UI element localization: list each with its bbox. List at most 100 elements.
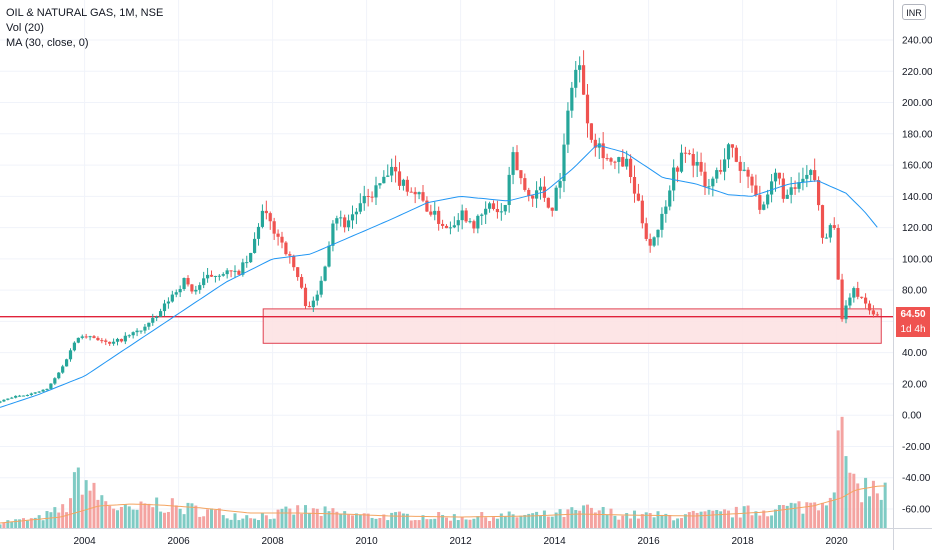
volume-bar bbox=[229, 519, 233, 528]
candle-body bbox=[444, 225, 449, 229]
volume-bar bbox=[104, 501, 108, 528]
volume-bar bbox=[738, 517, 742, 528]
candle-body bbox=[734, 147, 738, 162]
volume-bar bbox=[531, 513, 535, 528]
y-tick-label: 180.00 bbox=[902, 129, 932, 140]
candle-body bbox=[511, 152, 515, 175]
candle-body bbox=[147, 322, 151, 327]
chart-legend: OIL & NATURAL GAS, 1M, NSE Vol (20) MA (… bbox=[6, 6, 163, 51]
volume-bar bbox=[374, 518, 378, 528]
volume-bar bbox=[860, 502, 864, 528]
volume-bar bbox=[832, 492, 836, 528]
volume-bar bbox=[163, 512, 166, 528]
candle-body bbox=[527, 189, 531, 196]
candle-body bbox=[719, 170, 723, 172]
candle-body bbox=[797, 182, 801, 189]
candle-body bbox=[57, 372, 61, 379]
candle-body bbox=[805, 174, 809, 179]
candle-body bbox=[174, 292, 178, 295]
volume-bar bbox=[617, 519, 621, 528]
volume-bar bbox=[758, 515, 762, 528]
y-tick-label: 120.00 bbox=[902, 223, 932, 234]
candle-body bbox=[554, 187, 558, 211]
volume-bar bbox=[178, 508, 182, 528]
candle-body bbox=[715, 170, 719, 179]
candle-body bbox=[29, 393, 33, 395]
candle-body bbox=[456, 220, 460, 226]
legend-volume[interactable]: Vol (20) bbox=[6, 22, 44, 34]
volume-bar bbox=[821, 502, 824, 528]
candle-body bbox=[480, 214, 484, 216]
volume-bar bbox=[515, 517, 519, 528]
volume-bar bbox=[613, 515, 617, 528]
candle-body bbox=[742, 169, 746, 171]
candle-body bbox=[276, 233, 280, 237]
candle-body bbox=[256, 226, 261, 239]
volume-bar bbox=[405, 513, 409, 528]
candle-body bbox=[687, 153, 691, 155]
volume-bar bbox=[625, 513, 629, 528]
volume-bar bbox=[770, 515, 774, 528]
volume-bar bbox=[166, 511, 170, 528]
volume-bar bbox=[777, 505, 781, 528]
candle-body bbox=[405, 179, 409, 192]
volume-bar bbox=[14, 519, 18, 528]
candle-body bbox=[182, 278, 186, 290]
support-zone bbox=[262, 308, 882, 344]
volume-bar bbox=[644, 512, 648, 528]
volume-bar bbox=[836, 430, 840, 528]
x-tick-label: 2016 bbox=[637, 536, 660, 547]
candle-body bbox=[429, 211, 433, 215]
volume-bar bbox=[754, 511, 758, 528]
volume-bar bbox=[550, 516, 554, 528]
bar-countdown-label: 1d 4h bbox=[896, 322, 930, 337]
candle-body bbox=[413, 191, 417, 195]
candle-body bbox=[92, 336, 96, 338]
candle-body bbox=[546, 197, 550, 208]
volume-bar bbox=[33, 517, 37, 528]
candle-body bbox=[354, 211, 359, 215]
volume-bar bbox=[194, 505, 198, 528]
candle-body bbox=[151, 317, 155, 323]
candle-body bbox=[695, 161, 699, 166]
candle-body bbox=[707, 186, 711, 188]
volume-bar bbox=[687, 512, 691, 528]
volume-bar bbox=[182, 514, 186, 528]
candle-body bbox=[785, 194, 789, 199]
volume-bar bbox=[433, 518, 437, 528]
candle-body bbox=[49, 383, 53, 389]
volume-bar bbox=[76, 467, 80, 528]
volume-bar bbox=[390, 512, 394, 528]
volume-bar bbox=[249, 518, 253, 528]
y-tick-label: 40.00 bbox=[902, 348, 927, 359]
candle-body bbox=[335, 218, 339, 224]
candle-body bbox=[848, 297, 852, 306]
volume-bar bbox=[213, 509, 217, 528]
candle-body bbox=[88, 336, 92, 338]
volume-bar bbox=[695, 512, 699, 528]
candle-body bbox=[225, 270, 229, 275]
candle-body bbox=[777, 172, 782, 179]
candle-body bbox=[570, 87, 574, 111]
candle-body bbox=[198, 285, 202, 290]
candle-body bbox=[856, 288, 860, 297]
volume-bar bbox=[245, 515, 249, 528]
legend-symbol[interactable]: OIL & NATURAL GAS, 1M, NSE bbox=[6, 7, 164, 19]
volume-bar bbox=[762, 510, 766, 528]
candle-body bbox=[139, 330, 143, 332]
volume-bar bbox=[84, 480, 88, 528]
candle-body bbox=[593, 139, 597, 148]
candle-body bbox=[433, 210, 437, 215]
volume-bar bbox=[29, 518, 33, 528]
candle-body bbox=[178, 289, 182, 293]
candle-body bbox=[816, 180, 821, 206]
candle-body bbox=[871, 310, 876, 315]
volume-bar bbox=[652, 517, 656, 528]
volume-bar bbox=[327, 511, 331, 528]
candle-body bbox=[605, 158, 609, 160]
currency-badge[interactable]: INR bbox=[902, 4, 926, 20]
volume-bar bbox=[280, 508, 284, 528]
legend-ma[interactable]: MA (30, close, 0) bbox=[6, 37, 89, 49]
